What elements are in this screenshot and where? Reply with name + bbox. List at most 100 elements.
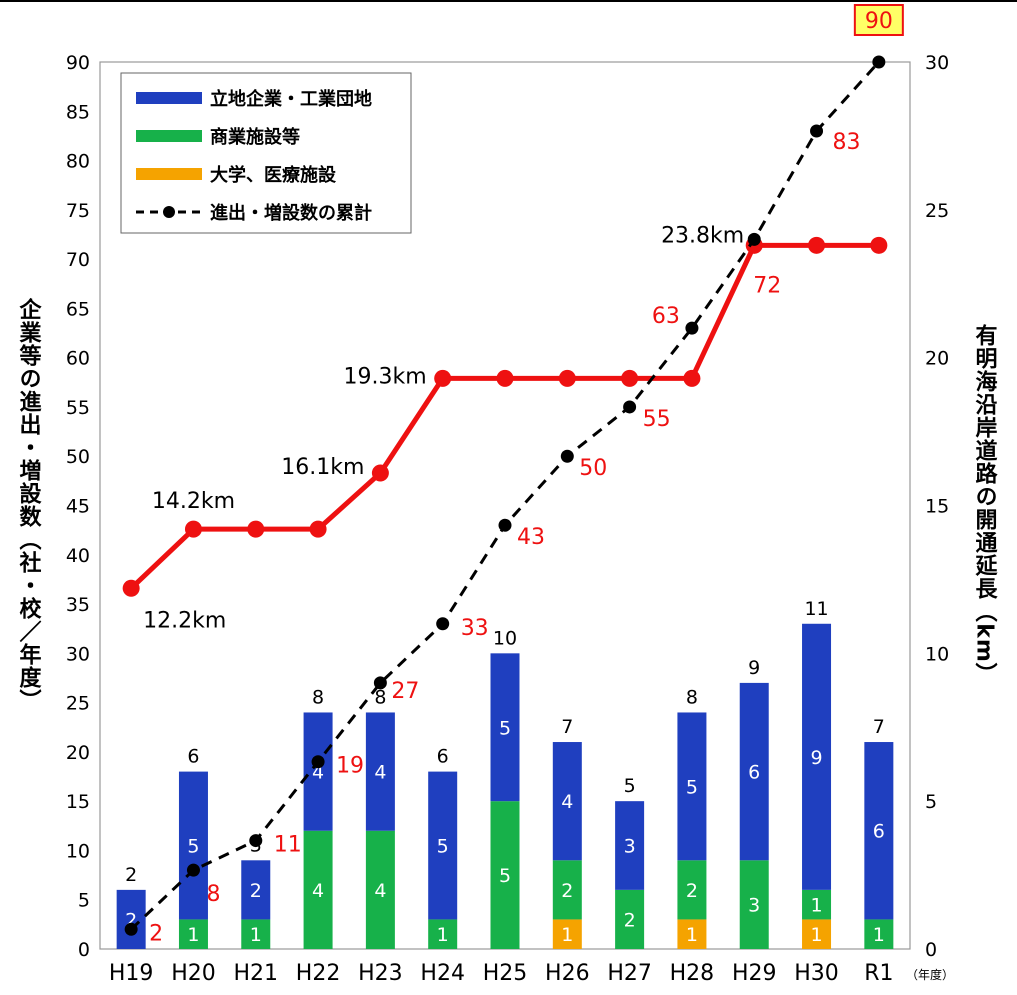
bar-segment-label: 4 xyxy=(561,791,573,813)
road-length-point xyxy=(309,520,327,538)
left-axis-tick: 25 xyxy=(66,693,90,715)
legend-label: 商業施設等 xyxy=(210,126,300,148)
right-axis-tick: 25 xyxy=(925,200,949,222)
cumulative-point xyxy=(685,321,699,335)
x-axis-tick: H28 xyxy=(670,961,715,986)
bar-segment xyxy=(178,771,208,920)
road-length-point xyxy=(870,236,888,254)
bar-segment xyxy=(241,860,271,920)
right-axis-tick: 20 xyxy=(925,348,949,370)
road-length-label: 12.2km xyxy=(143,608,226,633)
cumulative-label: 50 xyxy=(579,456,607,481)
bar-total-label: 8 xyxy=(374,686,386,708)
right-axis-tick: 5 xyxy=(925,791,937,813)
left-axis-tick: 90 xyxy=(66,52,90,74)
right-axis-tick: 30 xyxy=(925,52,949,74)
legend-swatch xyxy=(136,92,202,104)
cumulative-point xyxy=(747,232,761,246)
x-axis-unit: （年度） xyxy=(906,967,954,982)
bar-segment xyxy=(677,860,707,920)
legend-label: 立地企業・工業団地 xyxy=(210,88,372,110)
x-axis-tick: H25 xyxy=(483,961,528,986)
left-axis-tick: 50 xyxy=(66,446,90,468)
cumulative-point xyxy=(249,834,263,848)
bar-segment-label: 2 xyxy=(624,909,636,931)
bar-segment xyxy=(178,919,208,949)
cumulative-point xyxy=(311,755,325,769)
left-axis-tick: 10 xyxy=(66,840,90,862)
bar-segment xyxy=(802,623,832,890)
left-axis-tick: 60 xyxy=(66,348,90,370)
bar-total-label: 6 xyxy=(187,746,199,768)
bar-segment xyxy=(116,889,146,949)
bar-total-label: 10 xyxy=(493,627,517,649)
legend-swatch xyxy=(136,130,202,142)
bar-total-label: 5 xyxy=(624,775,636,797)
left-axis-title: 企業等の進出・増設数（社・校／年度） xyxy=(16,297,43,712)
bar-segment xyxy=(365,712,395,831)
right-axis-tick: 10 xyxy=(925,643,949,665)
bar-segment xyxy=(802,919,832,949)
right-axis-tick: 0 xyxy=(925,939,937,961)
cumulative-point xyxy=(373,676,387,690)
right-axis-tick: 15 xyxy=(925,496,949,518)
cumulative-point xyxy=(498,518,512,532)
bar-segment xyxy=(552,742,582,861)
road-length-label: 16.1km xyxy=(281,455,364,480)
road-length-point xyxy=(621,369,639,387)
bar-segment-label: 3 xyxy=(748,895,760,917)
bar-segment xyxy=(365,830,395,949)
bar-segment-label: 1 xyxy=(187,924,199,946)
left-axis-tick: 80 xyxy=(66,151,90,173)
cumulative-point xyxy=(186,863,200,877)
bar-segment xyxy=(615,889,645,949)
left-axis-tick: 35 xyxy=(66,594,90,616)
cumulative-point xyxy=(560,449,574,463)
bar-total-label: 11 xyxy=(804,598,828,620)
bar-segment-label: 1 xyxy=(873,924,885,946)
bar-segment-label: 2 xyxy=(686,880,698,902)
bar-segment-label: 5 xyxy=(187,836,199,858)
bar-segment-label: 1 xyxy=(561,924,573,946)
cumulative-label: 43 xyxy=(517,525,545,550)
bar-segment-label: 2 xyxy=(250,880,262,902)
cumulative-total-box xyxy=(853,4,904,36)
bar-segment-label: 5 xyxy=(499,717,511,739)
bar-segment xyxy=(864,919,894,949)
left-axis-tick: 0 xyxy=(78,939,90,961)
bar-segment-label: 5 xyxy=(499,865,511,887)
cumulative-label: 11 xyxy=(274,833,302,858)
cumulative-label: 72 xyxy=(753,273,781,298)
cumulative-point xyxy=(872,55,886,69)
bar-segment-label: 1 xyxy=(810,895,822,917)
bar-segment xyxy=(802,889,832,920)
x-axis-tick: R1 xyxy=(864,961,893,986)
axes: 0510152025303540455055606570758085900510… xyxy=(16,52,999,986)
left-axis-tick: 70 xyxy=(66,249,90,271)
bar-total-label: 7 xyxy=(561,716,573,738)
road-length-point xyxy=(434,369,452,387)
cumulative-point xyxy=(810,124,824,138)
bar-total-label: 8 xyxy=(686,686,698,708)
bar-segment xyxy=(303,712,333,831)
cumulative-label: 8 xyxy=(206,882,220,907)
left-axis-tick: 75 xyxy=(66,200,90,222)
bar-total-label: 6 xyxy=(437,746,449,768)
bar-segment xyxy=(490,653,520,802)
cumulative-point xyxy=(436,617,450,631)
bar-total-label: 7 xyxy=(873,716,885,738)
road-length-label: 23.8km xyxy=(661,223,744,248)
bar-segment xyxy=(490,801,520,949)
cumulative-label: 83 xyxy=(833,130,861,155)
bar-segment-label: 1 xyxy=(810,924,822,946)
road-length-point xyxy=(122,579,140,597)
bar-segment xyxy=(864,742,894,920)
left-axis-tick: 85 xyxy=(66,101,90,123)
bar-segment-label: 4 xyxy=(312,880,324,902)
cumulative-label: 63 xyxy=(652,304,680,329)
bars: 2215612344844815655101247235125836911911… xyxy=(116,598,894,949)
cumulative-point xyxy=(124,922,138,936)
